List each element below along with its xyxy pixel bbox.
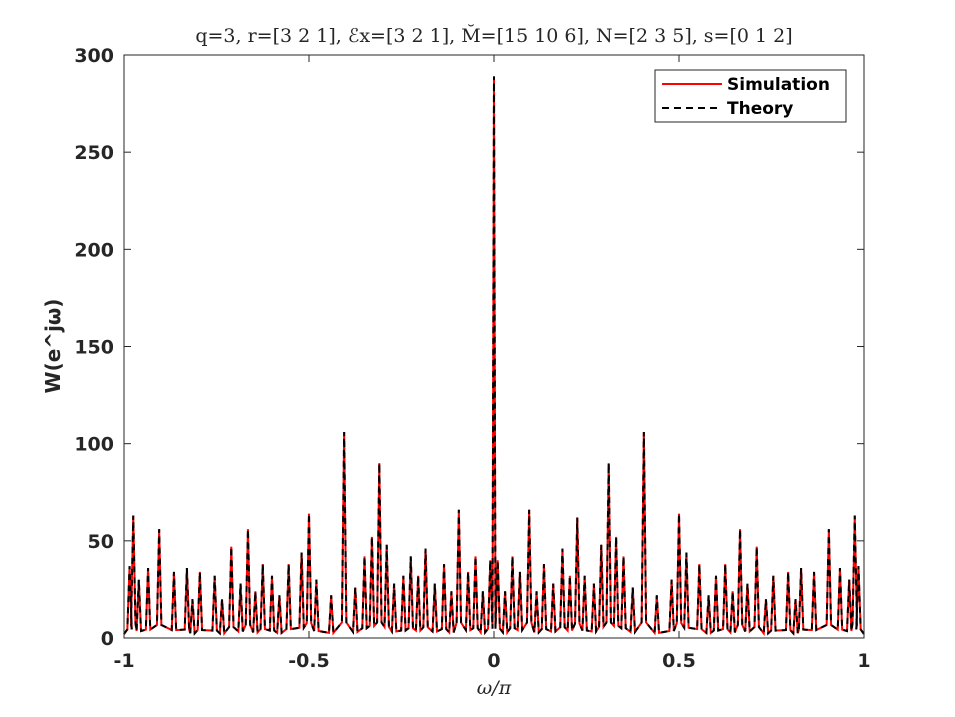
y-tick-label: 150 <box>74 337 114 359</box>
y-tick-label: 0 <box>101 628 114 650</box>
y-tick-label: 200 <box>74 239 114 261</box>
y-axis: 0 50 100 150 200 250 300 <box>74 45 864 650</box>
x-axis-title: ω/π <box>477 677 512 699</box>
series-layer <box>123 76 865 637</box>
y-tick-label: 250 <box>74 142 114 164</box>
y-tick-label: 300 <box>74 45 114 67</box>
x-tick-label: 0 <box>487 650 500 672</box>
legend: Simulation Theory <box>654 69 847 123</box>
chart-title: q=3, r=[3 2 1], ℰx=[3 2 1], M̆=[15 10 6]… <box>195 25 792 47</box>
y-axis-title: W(e^jω) <box>41 299 65 394</box>
legend-simulation-label: Simulation <box>727 75 830 95</box>
title-text: q=3, r=[3 2 1], ℰx=[3 2 1], M̆=[15 10 6]… <box>195 25 792 47</box>
y-tick-label: 50 <box>88 531 114 553</box>
legend-box <box>654 69 847 123</box>
legend-theory-label: Theory <box>727 99 793 119</box>
x-tick-label: -1 <box>113 650 134 672</box>
x-tick-label: 1 <box>857 650 870 672</box>
x-axis: -1 -0.5 0 0.5 1 <box>113 55 871 672</box>
series-theory-line <box>123 76 865 637</box>
x-tick-label: -0.5 <box>288 650 330 672</box>
x-tick-label: 0.5 <box>662 650 696 672</box>
y-tick-label: 100 <box>74 434 114 456</box>
